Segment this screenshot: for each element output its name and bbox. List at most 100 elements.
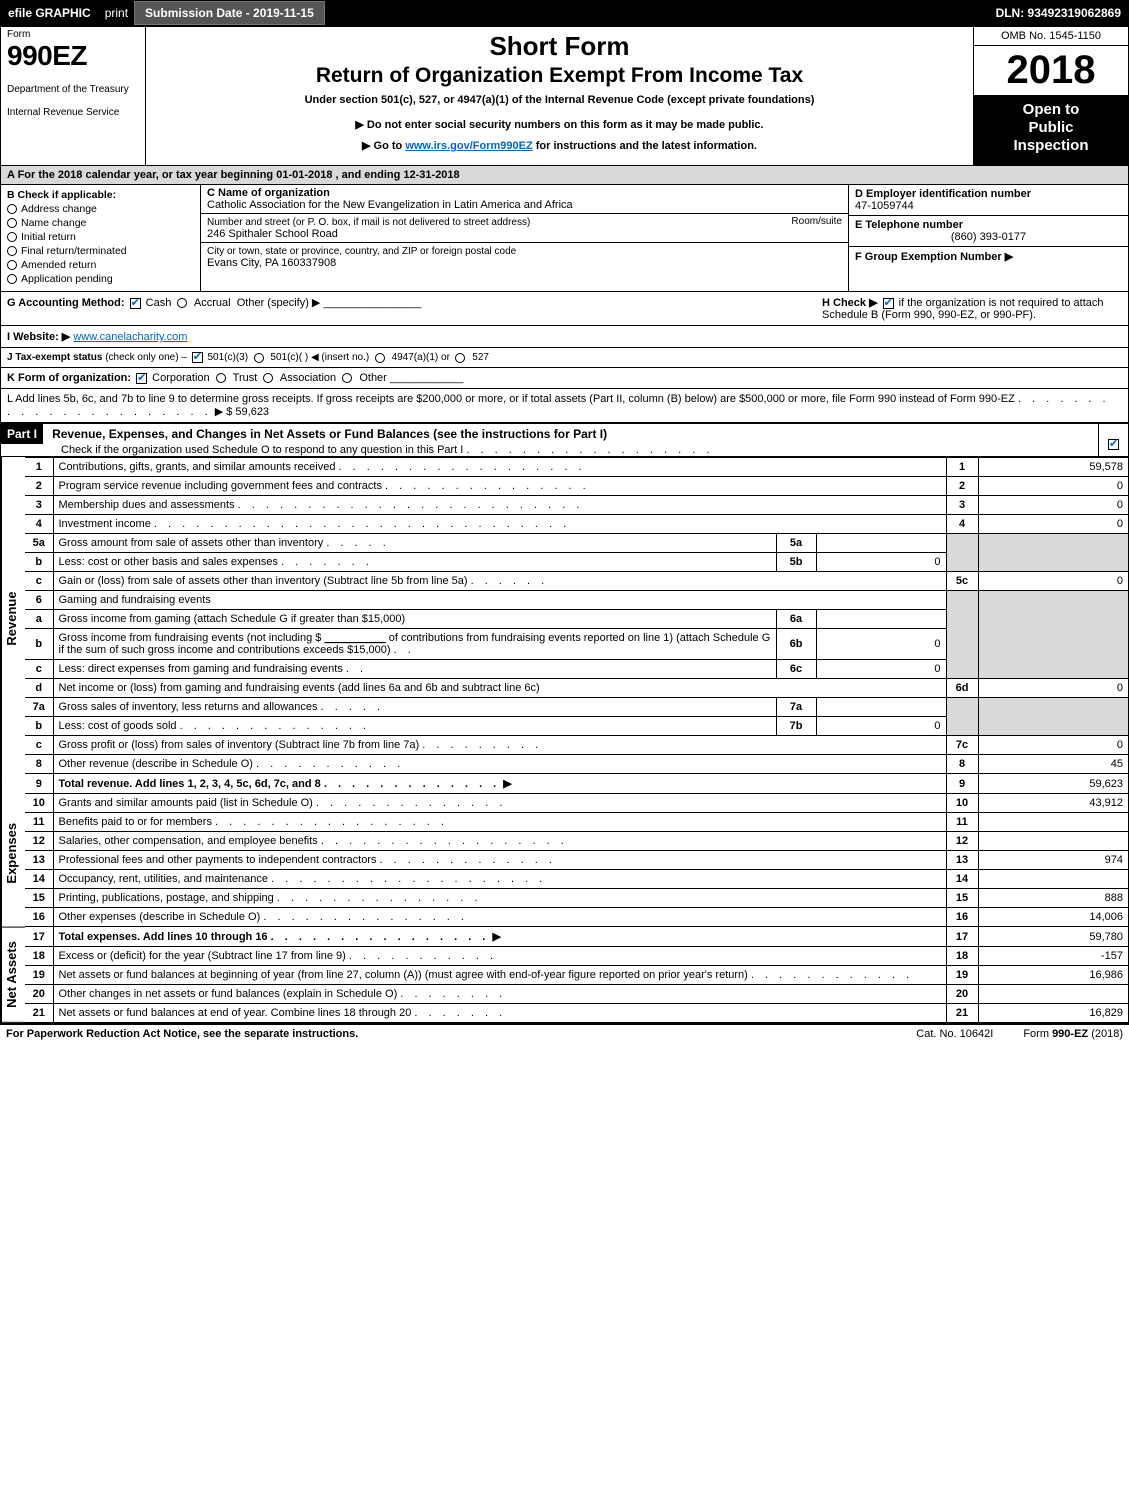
ln-18-v: -157 (978, 947, 1128, 966)
ln-6a-d: Gross income from gaming (attach Schedul… (59, 613, 406, 625)
ln-21-d: Net assets or fund balances at end of ye… (59, 1007, 412, 1019)
dept-irs: Internal Revenue Service (7, 107, 139, 118)
ln-10-v: 43,912 (978, 794, 1128, 813)
ln-1-nc: 1 (946, 458, 978, 477)
ln-13-n: 13 (25, 851, 53, 870)
grey-5b (946, 553, 978, 572)
chk-5: Application pending (21, 273, 113, 285)
ln-6-d: Gaming and fundraising events (59, 594, 211, 606)
check-final-return[interactable] (7, 246, 17, 256)
ln-6a-sv (816, 610, 946, 629)
check-accrual[interactable] (177, 298, 187, 308)
lines-table: 1 Contributions, gifts, grants, and simi… (25, 457, 1128, 1023)
grey-5a-v (978, 534, 1128, 553)
ln-2-n: 2 (25, 477, 53, 496)
ln-7c-nc: 7c (946, 736, 978, 755)
period-row: A For the 2018 calendar year, or tax yea… (1, 166, 1128, 185)
period-begin: 01-01-2018 (276, 169, 332, 181)
check-name-change[interactable] (7, 218, 17, 228)
footer-right: Form 990-EZ (2018) (1023, 1028, 1123, 1040)
ln-3-n: 3 (25, 496, 53, 515)
ln-21-nc: 21 (946, 1004, 978, 1023)
goto-instructions: ▶ Go to www.irs.gov/Form990EZ for instru… (156, 139, 963, 152)
check-address-change[interactable] (7, 204, 17, 214)
check-application-pending[interactable] (7, 274, 17, 284)
ln-11-n: 11 (25, 813, 53, 832)
irs-link[interactable]: www.irs.gov/Form990EZ (405, 140, 532, 152)
ln-15-nc: 15 (946, 889, 978, 908)
grey-6-v (978, 591, 1128, 610)
grey-7b (946, 717, 978, 736)
e-label: E Telephone number (855, 219, 963, 231)
efile-label: efile GRAPHIC (0, 6, 99, 20)
ln-8-nc: 8 (946, 755, 978, 774)
dln: DLN: 93492319062869 (988, 6, 1129, 20)
ln-7b-n: b (25, 717, 53, 736)
grey-6b-v (978, 629, 1128, 660)
ln-8-n: 8 (25, 755, 53, 774)
ln-7c-v: 0 (978, 736, 1128, 755)
check-schedule-o-part1[interactable] (1108, 439, 1119, 450)
row-g-h: G Accounting Method: Cash Accrual Other … (1, 292, 1128, 326)
ln-7a-n: 7a (25, 698, 53, 717)
ln-4-n: 4 (25, 515, 53, 534)
g-label: G Accounting Method: (7, 297, 125, 309)
ln-9-n: 9 (25, 774, 53, 794)
check-schedule-b-not-required[interactable] (883, 298, 894, 309)
ln-6b-sv: 0 (816, 629, 946, 660)
page-footer: For Paperwork Reduction Act Notice, see … (0, 1024, 1129, 1043)
check-corporation[interactable] (136, 373, 147, 384)
website-link[interactable]: www.canelacharity.com (73, 331, 187, 343)
warn2-post: for instructions and the latest informat… (533, 140, 757, 152)
ln-7b-d: Less: cost of goods sold (59, 720, 177, 732)
check-cash[interactable] (130, 298, 141, 309)
check-trust[interactable] (216, 373, 226, 383)
chk-1: Name change (21, 217, 86, 229)
ln-9-v: 59,623 (978, 774, 1128, 794)
b-label: B Check if applicable: (7, 189, 194, 201)
ln-4-nc: 4 (946, 515, 978, 534)
check-527[interactable] (455, 353, 465, 363)
check-501c[interactable] (254, 353, 264, 363)
ln-14-nc: 14 (946, 870, 978, 889)
ln-7a-sv (816, 698, 946, 717)
check-other-org[interactable] (342, 373, 352, 383)
part-i-header: Part I Revenue, Expenses, and Changes in… (1, 423, 1128, 457)
check-501c3[interactable] (192, 352, 203, 363)
grey-6 (946, 591, 978, 610)
grey-6a-v (978, 610, 1128, 629)
ln-11-nc: 11 (946, 813, 978, 832)
ln-5b-sb: 5b (776, 553, 816, 572)
l-value: 59,623 (235, 406, 269, 418)
form-word: Form (7, 29, 139, 40)
section-b: B Check if applicable: Address change Na… (1, 185, 201, 291)
row-k: K Form of organization: Corporation Trus… (1, 368, 1128, 389)
check-amended-return[interactable] (7, 260, 17, 270)
print-link[interactable]: print (99, 6, 134, 20)
row-l: L Add lines 5b, 6c, and 7b to line 9 to … (1, 389, 1128, 423)
check-association[interactable] (263, 373, 273, 383)
ln-12-nc: 12 (946, 832, 978, 851)
part-i-subtitle: Check if the organization used Schedule … (1, 444, 463, 456)
l-arrow: ▶ $ (215, 406, 233, 418)
check-4947a1[interactable] (375, 353, 385, 363)
ln-15-n: 15 (25, 889, 53, 908)
open-2: Public (974, 119, 1128, 137)
check-initial-return[interactable] (7, 232, 17, 242)
ln-5b-sv: 0 (816, 553, 946, 572)
phone: (860) 393-0177 (855, 231, 1122, 243)
grey-7a-v (978, 698, 1128, 717)
ln-20-d: Other changes in net assets or fund bala… (59, 988, 398, 1000)
warn2-pre: ▶ Go to (362, 140, 405, 152)
ln-19-nc: 19 (946, 966, 978, 985)
ln-6-n: 6 (25, 591, 53, 610)
ln-10-n: 10 (25, 794, 53, 813)
under-section: Under section 501(c), 527, or 4947(a)(1)… (156, 94, 963, 106)
ln-14-n: 14 (25, 870, 53, 889)
k-assoc: Association (280, 372, 336, 384)
ln-5a-d: Gross amount from sale of assets other t… (59, 537, 324, 549)
ln-2-d: Program service revenue including govern… (59, 480, 382, 492)
ln-12-n: 12 (25, 832, 53, 851)
ln-5c-v: 0 (978, 572, 1128, 591)
part-i-title: Revenue, Expenses, and Changes in Net As… (46, 424, 613, 444)
